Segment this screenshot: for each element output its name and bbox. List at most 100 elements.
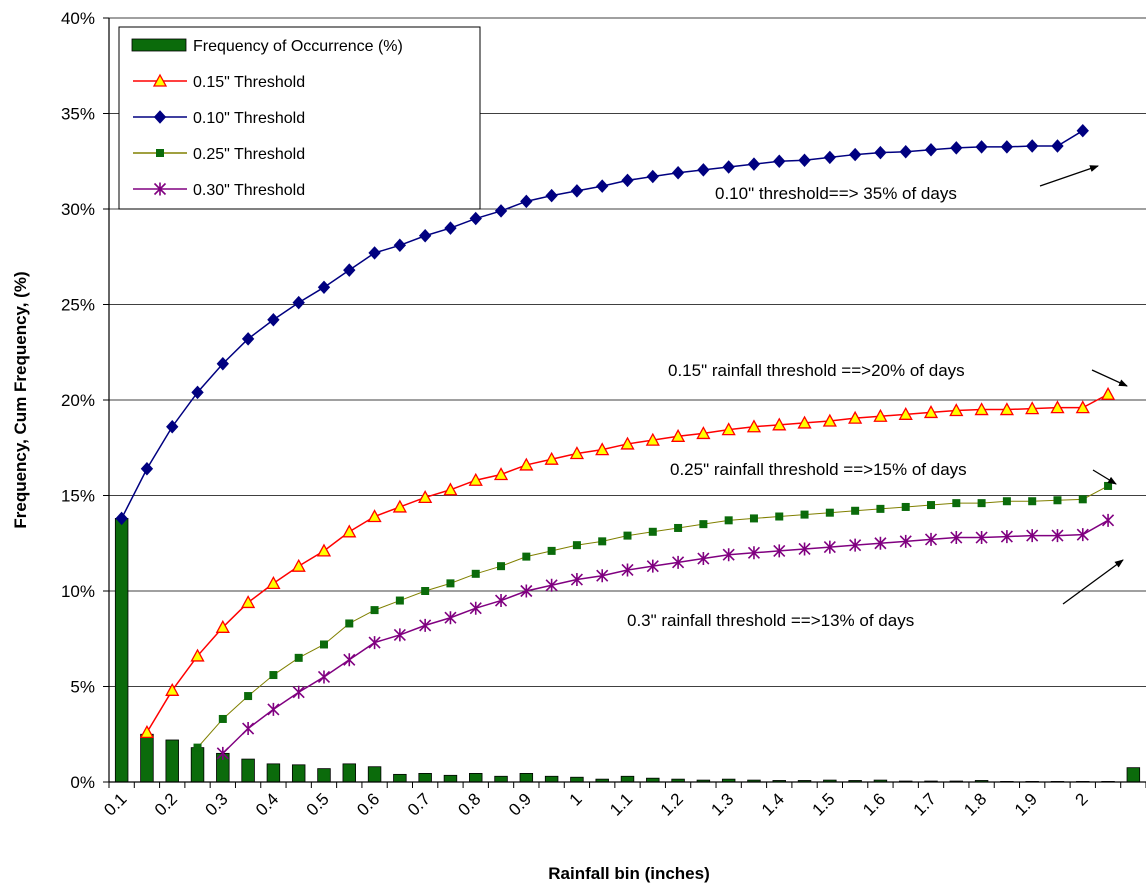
data-point (241, 332, 255, 346)
data-point (497, 562, 506, 571)
x-tick-label: 0.6 (353, 789, 383, 819)
legend-swatch (131, 38, 187, 52)
data-point (648, 527, 657, 536)
data-point (851, 506, 860, 515)
data-point (596, 569, 609, 583)
data-point (1051, 529, 1064, 543)
x-tick-label: 1.8 (960, 789, 990, 819)
series-line (222, 519, 1109, 754)
data-point (166, 420, 179, 434)
x-tick-label: 0.1 (100, 789, 130, 819)
data-point (798, 153, 811, 168)
data-point (646, 559, 659, 573)
bar (443, 774, 458, 783)
data-point (1075, 400, 1090, 414)
bar-series (114, 518, 1141, 783)
bar (367, 766, 382, 783)
legend-marker (152, 73, 168, 87)
data-point (494, 204, 508, 218)
legend-label: Frequency of Occurrence (%) (193, 38, 403, 55)
bar (519, 773, 534, 783)
legend-marker (153, 110, 167, 124)
annotation-arrow-025 (1092, 469, 1117, 485)
data-point (165, 682, 180, 696)
data-point (494, 594, 508, 608)
annotation-030: 0.3" rainfall threshold ==>13% of days (627, 611, 914, 630)
bar (114, 518, 129, 783)
data-point (849, 538, 862, 552)
data-point (822, 413, 837, 427)
data-point (950, 531, 963, 545)
data-point (446, 579, 455, 588)
data-point (749, 514, 758, 523)
data-point (570, 184, 584, 198)
data-point (342, 524, 357, 538)
data-point (724, 516, 733, 525)
y-tick-labels: 0% 5% 10% 15% 20% 25% 30% 35% 40% (61, 9, 95, 792)
data-point (927, 501, 936, 510)
data-point (444, 611, 457, 625)
data-point (1025, 401, 1040, 415)
data-point (317, 670, 331, 684)
data-point (848, 410, 863, 424)
data-point (697, 163, 710, 177)
line-series-1 (139, 386, 1116, 738)
data-point (1076, 123, 1089, 138)
annotation-015: 0.15" rainfall threshold ==>20% of days (668, 361, 965, 380)
data-point (975, 140, 988, 154)
data-point (241, 595, 256, 609)
data-point (291, 558, 306, 572)
data-point (393, 238, 407, 253)
data-point (471, 569, 480, 578)
x-tick-label: 2 (1071, 789, 1091, 809)
data-point (825, 508, 834, 517)
legend-entry: 0.30" Threshold (133, 182, 305, 199)
data-point (1101, 513, 1115, 527)
data-point (267, 702, 280, 716)
y-tick-label: 15% (61, 487, 95, 506)
data-point (775, 512, 784, 521)
data-point (418, 229, 432, 243)
data-point (901, 502, 910, 511)
data-point (621, 563, 634, 577)
data-point (722, 548, 735, 562)
bar (266, 763, 281, 783)
data-point (421, 587, 430, 595)
data-point (950, 141, 963, 155)
data-point (493, 467, 509, 481)
bar (165, 739, 179, 783)
data-point (1076, 528, 1089, 542)
bar (291, 764, 306, 783)
x-tick-label: 1.6 (859, 789, 889, 819)
data-point (645, 432, 660, 446)
legend-marker (153, 182, 167, 196)
data-point (368, 636, 381, 650)
bar (241, 758, 255, 783)
x-tick-label: 0.5 (303, 789, 333, 819)
x-tick-label: 1.1 (606, 789, 636, 819)
data-point (949, 403, 964, 417)
data-point (699, 520, 708, 529)
data-point (598, 537, 607, 546)
data-point (267, 313, 280, 327)
line-series-4 (216, 513, 1115, 760)
data-point (294, 653, 303, 662)
data-point (899, 534, 912, 548)
data-point (444, 221, 457, 235)
data-point (772, 417, 787, 431)
data-point (319, 640, 328, 649)
data-point (368, 246, 381, 260)
data-point (191, 385, 204, 400)
data-point (215, 619, 230, 633)
data-point (797, 415, 812, 429)
y-tick-label: 5% (70, 678, 95, 697)
x-tick-label: 1.5 (809, 789, 839, 819)
data-point (519, 457, 534, 471)
data-point (216, 356, 229, 371)
bar (494, 775, 508, 783)
y-tick-label: 30% (61, 200, 95, 219)
bar (393, 773, 407, 783)
data-point (722, 160, 735, 174)
data-point (266, 576, 281, 590)
x-tick-label: 1.9 (1011, 789, 1041, 819)
